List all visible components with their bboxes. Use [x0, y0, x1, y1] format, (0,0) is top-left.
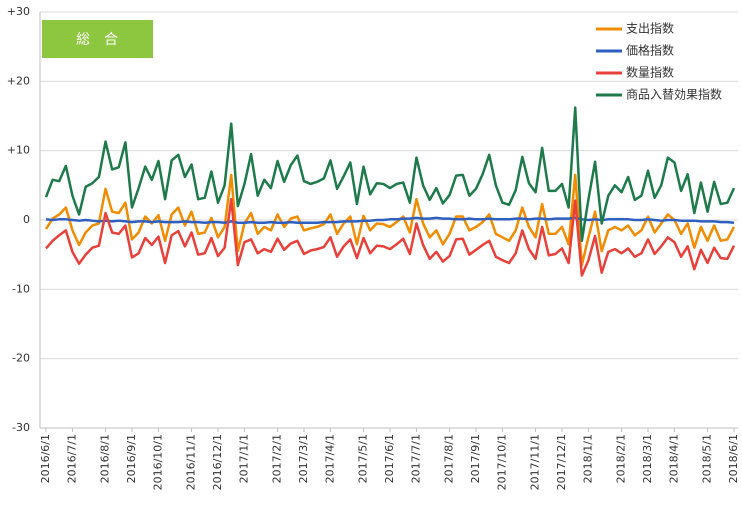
x-tick-label: 2016/10/1: [151, 434, 164, 490]
x-tick-label: 2017/7/1: [409, 434, 422, 483]
x-tick-label: 2017/8/1: [443, 434, 456, 483]
y-tick-label: -10: [12, 282, 30, 295]
x-tick-label: 2018/4/1: [667, 434, 680, 483]
title-box: [42, 20, 153, 58]
x-tick-label: 2017/10/1: [495, 434, 508, 490]
x-tick-label: 2017/12/1: [555, 434, 568, 490]
y-tick-label: +20: [7, 74, 30, 87]
y-tick-label: -30: [12, 421, 30, 434]
legend-label: 支出指数: [626, 21, 674, 36]
x-tick-label: 2016/12/1: [211, 434, 224, 490]
x-tick-label: 2018/1/1: [581, 434, 594, 483]
chart-title: 総 合: [76, 32, 118, 48]
x-tick-label: 2018/3/1: [641, 434, 654, 483]
x-tick-label: 2017/6/1: [383, 434, 396, 483]
x-tick-label: 2018/6/1: [727, 434, 740, 483]
x-tick-label: 2016/9/1: [125, 434, 138, 483]
x-tick-label: 2018/2/1: [615, 434, 628, 483]
x-tick-label: 2017/9/1: [469, 434, 482, 483]
legend-label: 数量指数: [626, 65, 674, 80]
series-line: [44, 173, 736, 267]
legend-label: 商品入替効果指数: [626, 87, 722, 102]
y-tick-label: +30: [7, 5, 30, 18]
legend-label: 価格指数: [626, 43, 674, 58]
y-tick-label: -20: [12, 352, 30, 365]
x-tick-label: 2017/2/1: [271, 434, 284, 483]
x-tick-label: 2018/5/1: [701, 434, 714, 483]
x-tick-label: 2016/6/1: [39, 434, 52, 483]
x-tick-label: 2017/5/1: [357, 434, 370, 483]
series-line: [45, 216, 735, 225]
x-tick-label: 2016/7/1: [65, 434, 78, 483]
series-line: [44, 106, 736, 243]
x-tick-label: 2017/4/1: [323, 434, 336, 483]
x-tick-label: 2017/3/1: [297, 434, 310, 483]
x-tick-label: 2017/1/1: [237, 434, 250, 483]
x-tick-label: 2017/11/1: [529, 434, 542, 490]
y-tick-label: 0: [23, 213, 30, 226]
series-line: [45, 197, 736, 277]
y-tick-label: +10: [7, 144, 30, 157]
x-tick-label: 2016/8/1: [99, 434, 112, 483]
x-tick-label: 2016/11/1: [185, 434, 198, 490]
